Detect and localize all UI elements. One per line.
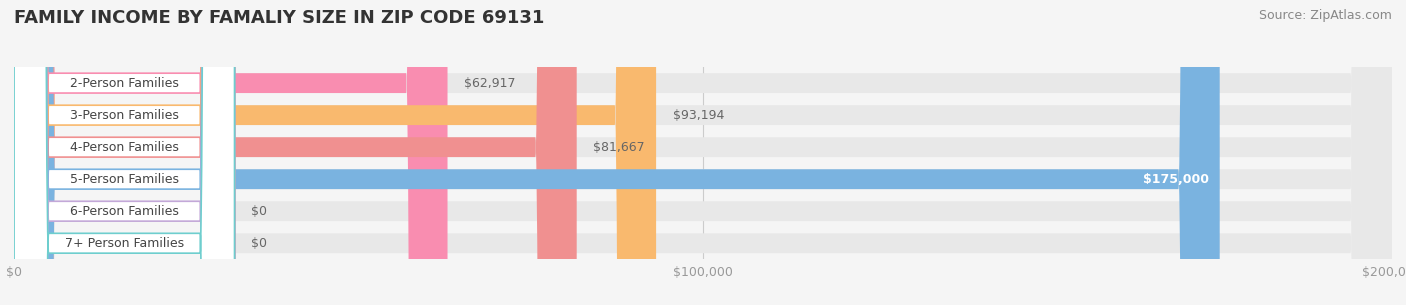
Text: $93,194: $93,194 <box>672 109 724 122</box>
Text: Source: ZipAtlas.com: Source: ZipAtlas.com <box>1258 9 1392 22</box>
FancyBboxPatch shape <box>14 0 1392 305</box>
Text: $62,917: $62,917 <box>464 77 516 90</box>
FancyBboxPatch shape <box>14 0 235 305</box>
FancyBboxPatch shape <box>14 0 1392 305</box>
Text: $175,000: $175,000 <box>1143 173 1209 186</box>
Text: 7+ Person Families: 7+ Person Families <box>65 237 184 250</box>
Text: 5-Person Families: 5-Person Families <box>70 173 179 186</box>
FancyBboxPatch shape <box>14 0 1220 305</box>
Text: FAMILY INCOME BY FAMALIY SIZE IN ZIP CODE 69131: FAMILY INCOME BY FAMALIY SIZE IN ZIP COD… <box>14 9 544 27</box>
FancyBboxPatch shape <box>14 0 1392 305</box>
Text: 6-Person Families: 6-Person Families <box>70 205 179 218</box>
Text: $0: $0 <box>252 237 267 250</box>
FancyBboxPatch shape <box>14 0 1392 305</box>
Text: 2-Person Families: 2-Person Families <box>70 77 179 90</box>
FancyBboxPatch shape <box>14 0 235 305</box>
Text: $81,667: $81,667 <box>593 141 645 154</box>
FancyBboxPatch shape <box>14 0 1392 305</box>
FancyBboxPatch shape <box>14 0 235 305</box>
Text: 4-Person Families: 4-Person Families <box>70 141 179 154</box>
FancyBboxPatch shape <box>14 0 235 305</box>
FancyBboxPatch shape <box>14 0 1392 305</box>
Text: $0: $0 <box>252 205 267 218</box>
FancyBboxPatch shape <box>14 0 447 305</box>
FancyBboxPatch shape <box>14 0 235 305</box>
Text: 3-Person Families: 3-Person Families <box>70 109 179 122</box>
FancyBboxPatch shape <box>14 0 657 305</box>
FancyBboxPatch shape <box>14 0 576 305</box>
FancyBboxPatch shape <box>14 0 235 305</box>
